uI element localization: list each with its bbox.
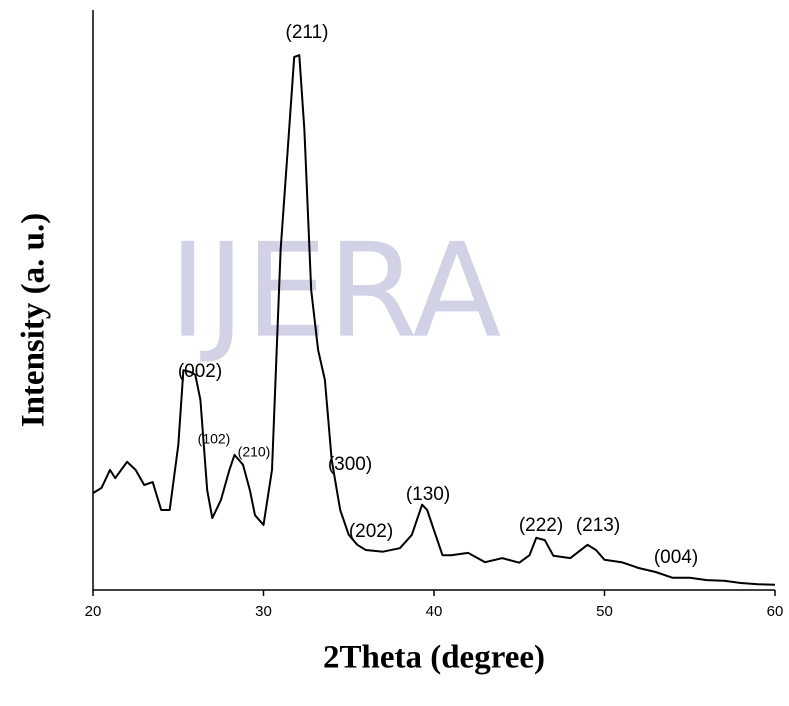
peak-label: (213) <box>576 515 620 536</box>
peak-label: (004) <box>654 547 698 568</box>
peak-label: (130) <box>406 484 450 505</box>
x-tick-label: 40 <box>426 603 443 620</box>
x-tick-label: 30 <box>255 603 272 620</box>
x-tick-label: 60 <box>767 603 784 620</box>
peak-label: (102) <box>198 431 231 447</box>
watermark: IJERA <box>169 215 502 367</box>
y-axis-title: Intensity (a. u.) <box>16 213 52 428</box>
peak-label: (002) <box>178 361 222 382</box>
x-axis-title: 2Theta (degree) <box>323 640 545 676</box>
peak-label: (202) <box>349 521 393 542</box>
peak-label: (300) <box>328 454 372 475</box>
peak-label: (222) <box>519 515 563 536</box>
xrd-line <box>92 54 776 586</box>
x-tick-label: 50 <box>596 603 613 620</box>
peak-label: (210) <box>238 444 271 460</box>
x-tick-label: 20 <box>85 603 102 620</box>
peak-label: (211) <box>286 22 329 43</box>
